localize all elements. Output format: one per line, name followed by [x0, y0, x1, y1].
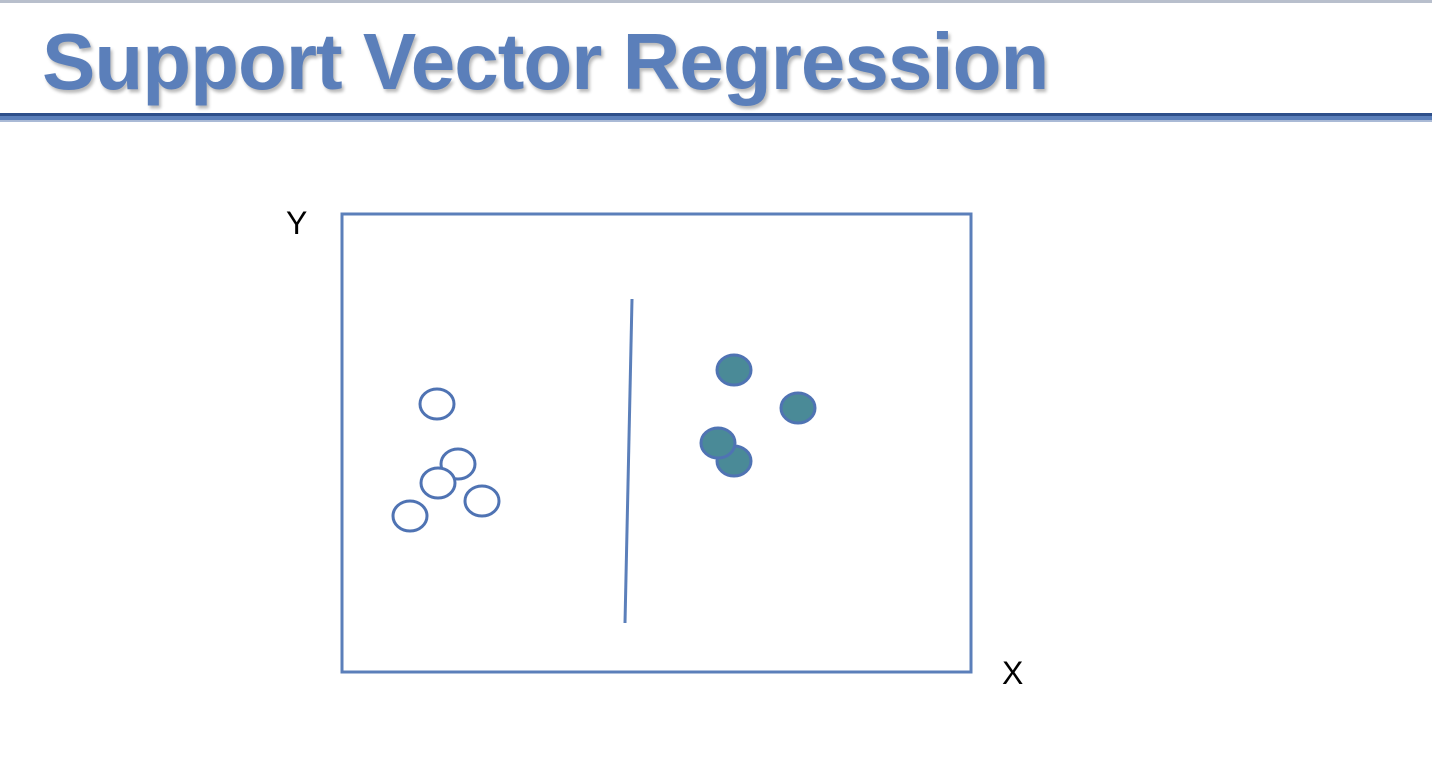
hollow-point	[419, 466, 457, 500]
y-axis-label: Y	[286, 205, 307, 241]
top-border	[0, 0, 1432, 3]
hollow-point	[418, 387, 456, 421]
filled-points	[699, 353, 817, 478]
filled-point	[715, 353, 753, 387]
slide-title: Support Vector Regression	[42, 17, 1049, 106]
hollow-point	[391, 499, 429, 533]
hollow-point	[463, 484, 501, 518]
title-underline	[0, 113, 1432, 123]
separator-line	[623, 298, 634, 624]
plot-frame	[340, 212, 973, 674]
filled-point	[779, 391, 817, 425]
hollow-points	[391, 387, 501, 533]
x-axis-label: X	[1002, 655, 1023, 691]
filled-point	[699, 426, 737, 460]
